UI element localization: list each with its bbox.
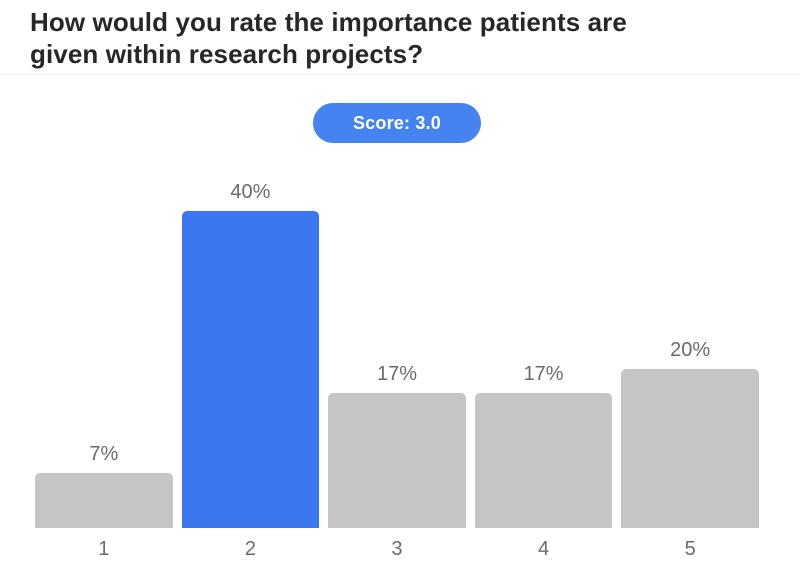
page-title: How would you rate the importance patien… xyxy=(30,7,627,69)
bar-category-label: 3 xyxy=(391,538,403,560)
bar-chart: 7% 1 40% 2 17% 3 17% 4 20% 5 xyxy=(35,143,759,564)
bar-category-label: 4 xyxy=(538,538,550,560)
bar-column: 17% 4 xyxy=(474,363,613,564)
bar-category-label: 5 xyxy=(684,538,696,560)
score-badge-row: Score: 3.0 xyxy=(35,103,759,143)
bar-category-label: 1 xyxy=(98,538,110,560)
bar-value-label: 17% xyxy=(376,363,417,385)
bar-column: 40% 2 xyxy=(181,181,320,564)
bar[interactable] xyxy=(181,211,320,528)
divider xyxy=(0,74,800,75)
bar-category-label: 2 xyxy=(244,538,256,560)
bar-value-label: 17% xyxy=(523,363,564,385)
score-badge: Score: 3.0 xyxy=(312,103,482,143)
bar-value-label: 40% xyxy=(230,181,271,203)
bar[interactable] xyxy=(474,393,613,528)
bar-value-label: 7% xyxy=(89,443,119,465)
bar[interactable] xyxy=(621,369,759,528)
bar-column: 20% 5 xyxy=(621,339,759,564)
bar[interactable] xyxy=(328,393,466,528)
score-badge-label: Score: 3.0 xyxy=(352,112,442,133)
bar[interactable] xyxy=(35,473,173,528)
bar-value-label: 20% xyxy=(670,339,711,361)
bar-column: 17% 3 xyxy=(328,363,466,564)
bar-column: 7% 1 xyxy=(35,443,173,564)
